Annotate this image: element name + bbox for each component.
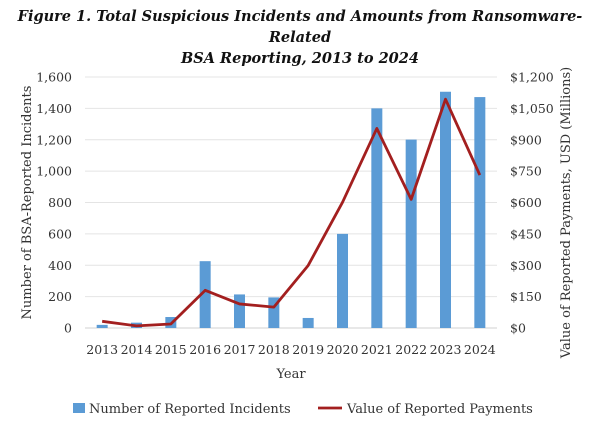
y-tick-label: 1,600 [36,70,72,85]
y-tick-label: 1,200 [36,132,72,147]
y-tick-label: 1,000 [36,164,72,179]
y2-tick-label: $450 [510,226,542,241]
x-tick-label: 2014 [121,342,153,357]
y2-axis-label: Value of Reported Payments, USD (Million… [559,67,574,359]
x-tick-label: 2022 [395,342,427,357]
bar-2013 [96,324,108,328]
bar-2022 [405,139,417,328]
y-tick-label: 0 [64,321,72,336]
y2-tick-label: $300 [510,258,542,273]
y-tick-label: 200 [48,289,72,304]
x-tick-label: 2024 [464,342,496,357]
y-axis-label: Number of BSA-Reported Incidents [20,86,35,320]
x-tick-label: 2019 [292,342,324,357]
bar-2017 [234,294,245,328]
payments-line [101,97,482,328]
bar-2019 [302,317,314,328]
x-tick-label: 2018 [258,342,290,357]
legend-line-label: Value of Reported Payments [346,402,533,417]
bar-2020 [337,233,348,328]
x-tick-label: 2013 [86,342,118,357]
bar-2024 [474,97,486,328]
x-tick-label: 2015 [155,342,187,357]
y2-tick-label: $1,050 [510,101,554,116]
chart-title-line1: Figure 1. Total Suspicious Incidents and… [17,8,583,46]
y2-tick-label: $1,200 [510,70,554,85]
x-tick-label: 2020 [327,342,359,357]
bar-2021 [371,108,383,328]
x-tick-label: 2021 [361,342,393,357]
chart-title: Figure 1. Total Suspicious Incidents and… [0,6,600,69]
y2-tick-label: $750 [510,164,542,179]
bar-2016 [199,261,211,328]
x-tick-label: 2017 [224,342,256,357]
y2-tick-label: $0 [510,321,526,336]
bar-2023 [440,91,451,328]
chart-title-line2: BSA Reporting, 2013 to 2024 [181,50,419,67]
y2-tick-label: $150 [510,289,542,304]
y-tick-label: 1,400 [36,101,72,116]
x-tick-label: 2016 [189,342,221,357]
legend-bar-swatch [73,403,85,413]
y2-tick-label: $600 [510,195,542,210]
x-tick-label: 2023 [430,342,462,357]
bar-2018 [268,297,280,328]
y-tick-label: 600 [48,226,72,241]
y2-tick-label: $900 [510,132,542,147]
legend-bar-label: Number of Reported Incidents [89,402,291,417]
y-tick-label: 800 [48,195,72,210]
x-axis-label: Year [275,367,306,382]
y-tick-label: 400 [48,258,72,273]
